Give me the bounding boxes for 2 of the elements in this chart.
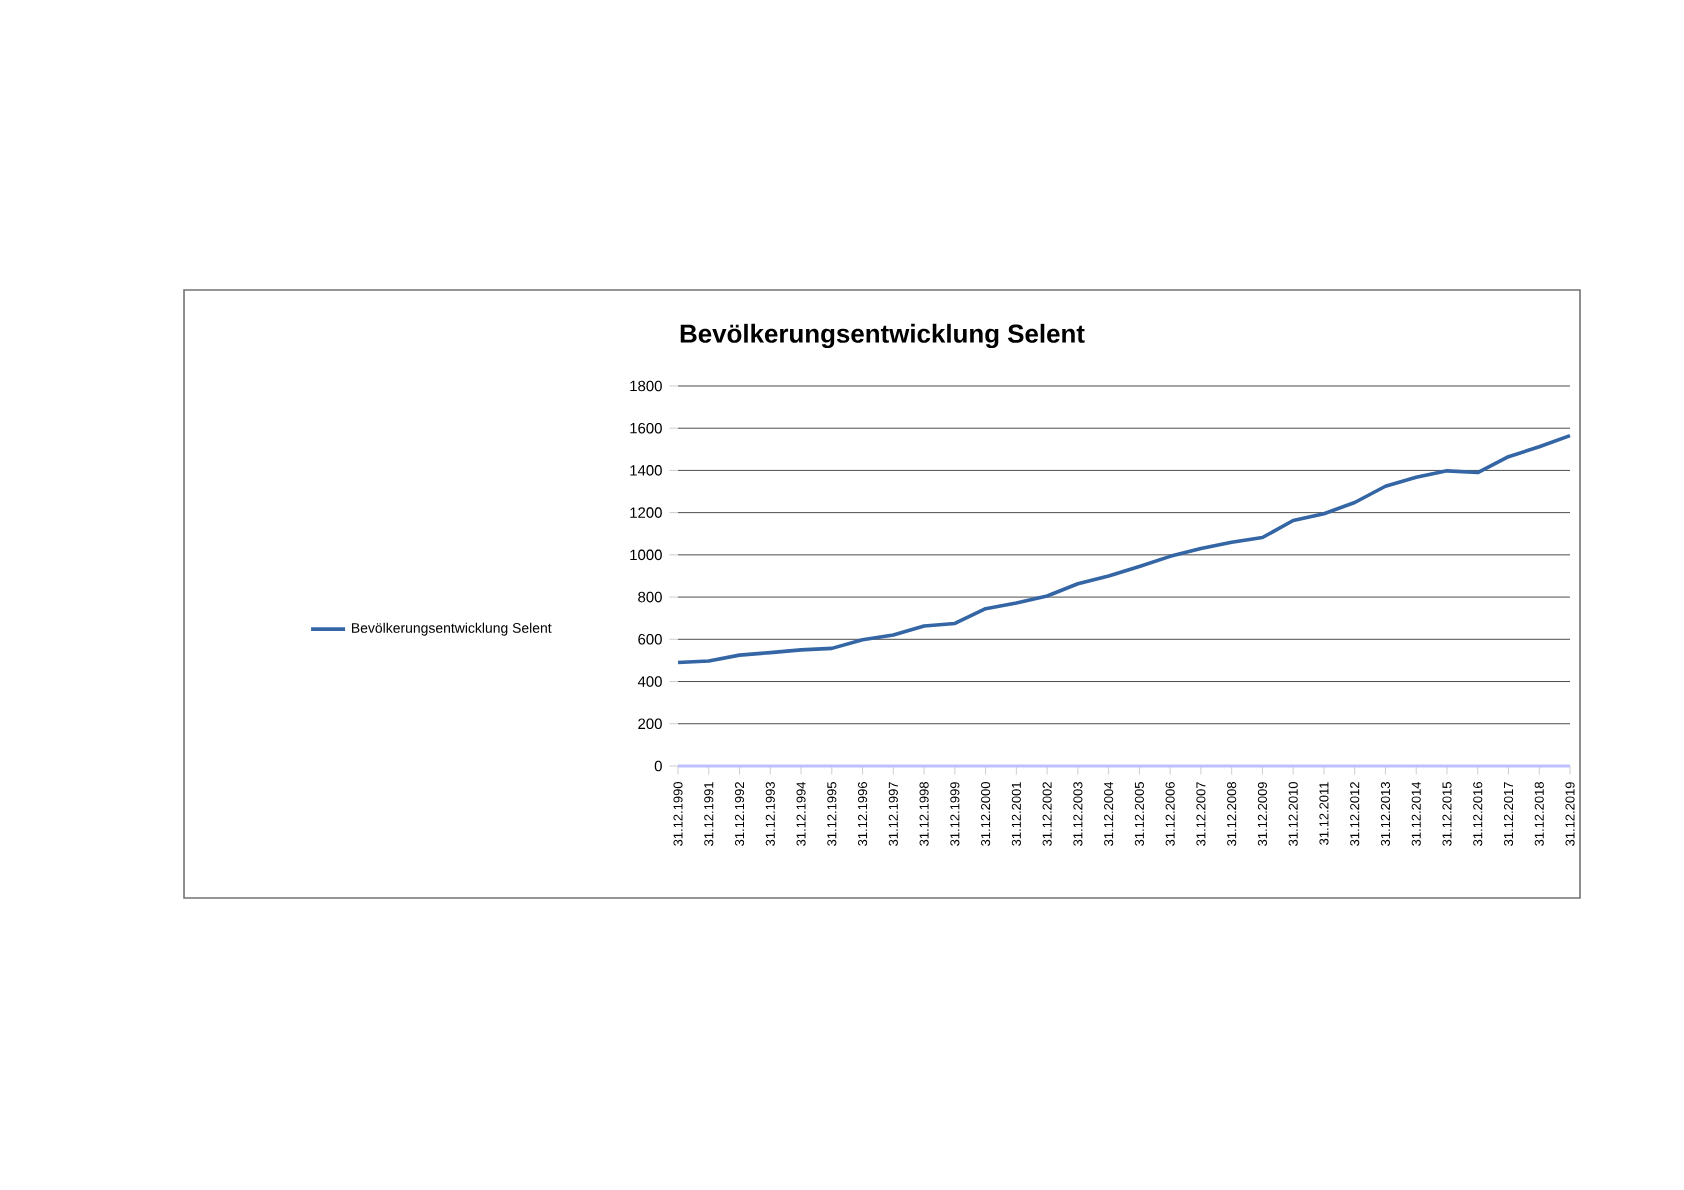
line-series [676,433,1572,665]
chart-title: Bevölkerungsentwicklung Selent [680,323,1085,349]
